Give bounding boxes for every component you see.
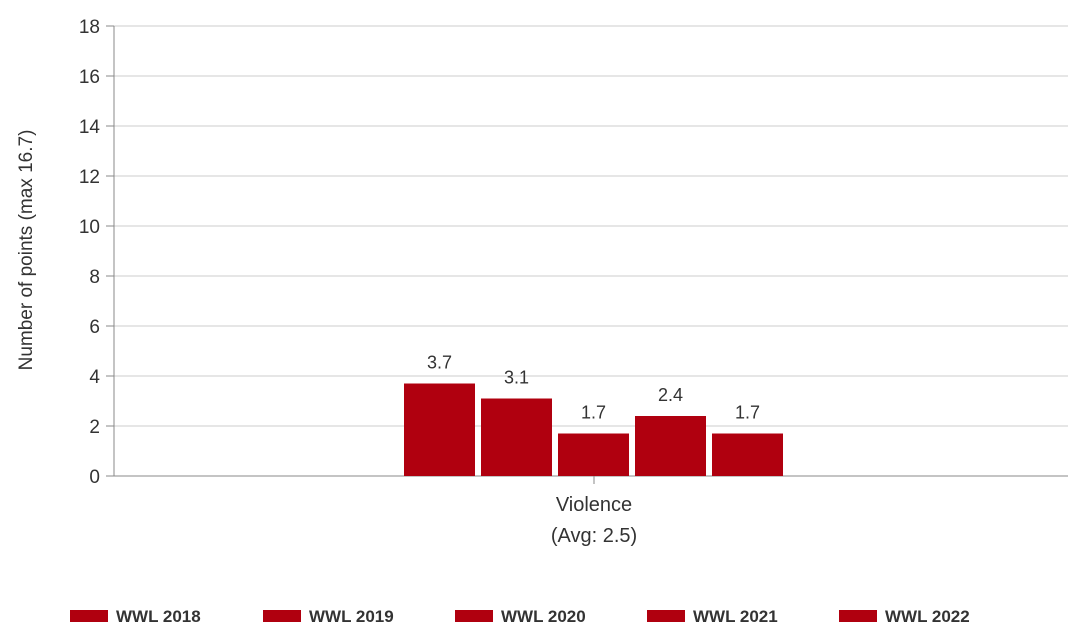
y-tick-label: 4 xyxy=(89,367,100,388)
legend-label: WWL 2019 xyxy=(309,607,394,626)
bar-value-label: 1.7 xyxy=(735,403,760,423)
legend-swatch xyxy=(647,610,685,622)
bar-value-label: 3.1 xyxy=(504,368,529,388)
legend-label: WWL 2018 xyxy=(116,607,201,626)
axes: 0 2 4 6 8 10 12 14 16 18 xyxy=(79,17,1068,488)
legend-item[interactable]: WWL 2022 xyxy=(839,607,970,626)
bar-wwl-2022 xyxy=(712,433,783,476)
legend-label: WWL 2020 xyxy=(501,607,586,626)
gridlines xyxy=(114,25,1068,427)
y-axis-title: Number of points (max 16.7) xyxy=(16,130,37,371)
bar-wwl-2021 xyxy=(635,416,706,476)
legend-swatch xyxy=(263,610,301,622)
bar-wwl-2020 xyxy=(558,433,629,476)
y-tick-label: 16 xyxy=(79,67,100,88)
y-tick-label: 14 xyxy=(79,117,101,138)
bars xyxy=(404,383,783,476)
y-tick-label: 18 xyxy=(79,17,100,38)
legend-item[interactable]: WWL 2021 xyxy=(647,607,778,626)
y-tick-label: 12 xyxy=(79,167,100,188)
category-label: Violence xyxy=(556,494,632,516)
legend-label: WWL 2022 xyxy=(885,607,970,626)
y-tick-label: 2 xyxy=(89,417,100,438)
bar-value-label: 3.7 xyxy=(427,353,452,373)
legend-item[interactable]: WWL 2020 xyxy=(455,607,586,626)
legend-swatch xyxy=(839,610,877,622)
legend-item[interactable]: WWL 2019 xyxy=(263,607,394,626)
y-tick-label: 6 xyxy=(89,317,100,338)
y-tick-label: 8 xyxy=(89,267,100,288)
legend-swatch xyxy=(70,610,108,622)
data-labels: 3.7 3.1 1.7 2.4 1.7 xyxy=(427,353,760,423)
y-tick-label: 10 xyxy=(79,217,100,238)
legend: WWL 2018 WWL 2019 WWL 2020 WWL 2021 WWL 2022 xyxy=(70,607,970,626)
bar-value-label: 2.4 xyxy=(658,385,683,405)
legend-swatch xyxy=(455,610,493,622)
y-tick-label: 0 xyxy=(89,467,100,488)
legend-label: WWL 2021 xyxy=(693,607,778,626)
bar-wwl-2018 xyxy=(404,383,475,476)
bar-wwl-2019 xyxy=(481,398,552,476)
category-average-label: (Avg: 2.5) xyxy=(551,525,637,547)
bar-value-label: 1.7 xyxy=(581,403,606,423)
legend-item[interactable]: WWL 2018 xyxy=(70,607,201,626)
